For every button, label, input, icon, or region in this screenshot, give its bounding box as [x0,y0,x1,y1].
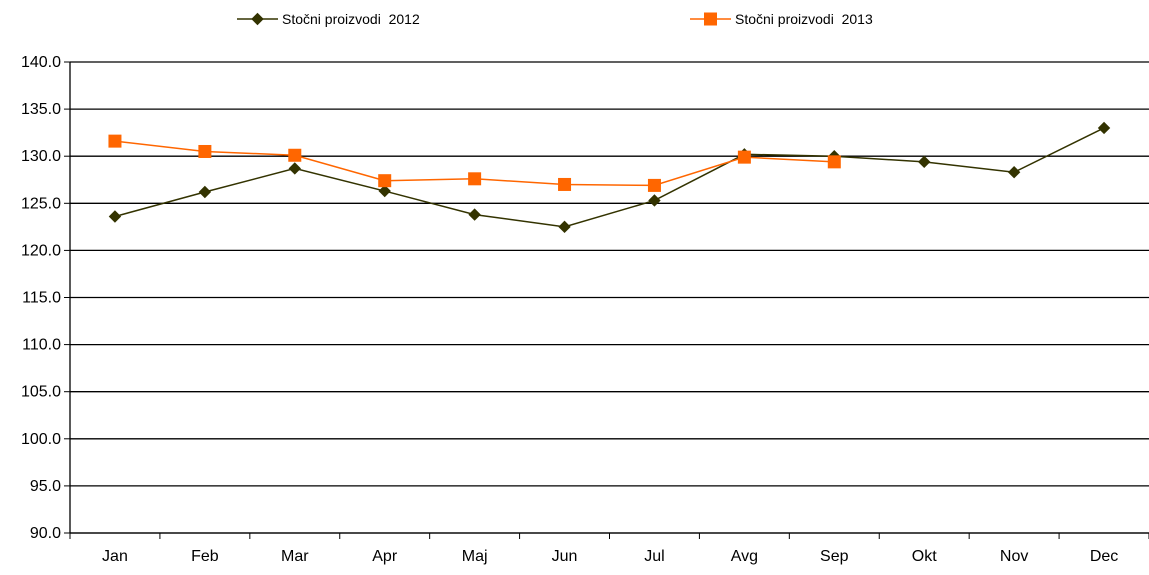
x-tick-label: Avg [731,548,758,565]
x-tick-label: Nov [1000,548,1028,565]
x-tick-label: Jul [644,548,664,565]
y-tick-label: 115.0 [22,290,61,307]
gridlines [70,61,1149,534]
data-point-diamond [288,162,301,175]
y-tick-label: 120.0 [21,242,61,259]
x-tick-label: Mar [281,548,309,565]
data-point-square [198,144,212,158]
data-point-diamond [108,210,122,223]
x-tick-label: Jun [552,548,578,565]
y-tick-label: 125.0 [21,195,61,212]
y-tick-label: 130.0 [21,148,61,165]
x-tick-labels: Jan Feb Mar Apr Maj Jun Jul Avg Sep Okt Nov Dec [102,548,1118,565]
x-tick-label: Feb [191,548,219,565]
data-point-square [288,148,302,162]
y-tick-label: 140.0 [21,54,61,71]
data-point-diamond [198,185,212,199]
data-point-diamond [648,194,661,207]
series-line [114,127,1105,228]
y-tick-label: 135.0 [21,101,61,118]
axes [64,61,1149,539]
series-2 [108,134,841,192]
x-tick-label: Dec [1090,548,1118,565]
legend-label: Stočni proizvodi 2012 [282,11,420,27]
data-point-square [558,177,572,191]
data-point-square [378,174,392,188]
data-point-diamond [1097,121,1111,135]
data-point-diamond [468,208,481,221]
data-point-square [108,134,122,148]
y-tick-label: 95.0 [30,478,61,495]
x-tick-label: Jan [102,548,128,565]
data-point-square [827,155,841,169]
data-point-square [647,178,661,192]
x-tick-label: Apr [372,548,398,565]
data-point-diamond [918,155,931,169]
legend-item-2: Stočni proizvodi 2013 [690,11,873,27]
x-tick-label: Maj [462,548,488,565]
y-tick-label: 105.0 [21,384,61,401]
y-tick-label: 100.0 [21,431,61,448]
x-tick-label: Sep [820,548,849,565]
legend-diamond-marker [251,12,264,26]
series-layer [108,121,1111,234]
y-tick-label: 110.0 [22,337,61,354]
legend-label: Stočni proizvodi 2013 [735,11,873,27]
y-tick-labels: 90.0 95.0 100.0 105.0 110.0 115.0 120.0 125.0 13… [21,54,61,542]
legend: Stočni proizvodi 2012 Stočni proizvodi 20… [237,11,873,27]
series-1 [108,121,1111,234]
legend-item-1: Stočni proizvodi 2012 [237,11,420,27]
data-point-diamond [1007,166,1021,179]
legend-square-marker [704,12,717,26]
data-point-diamond [378,184,391,198]
data-point-diamond [558,220,571,234]
data-point-square [468,172,482,186]
x-tick-label: Okt [912,548,937,565]
data-point-square [737,150,751,164]
y-tick-label: 90.0 [30,525,61,542]
